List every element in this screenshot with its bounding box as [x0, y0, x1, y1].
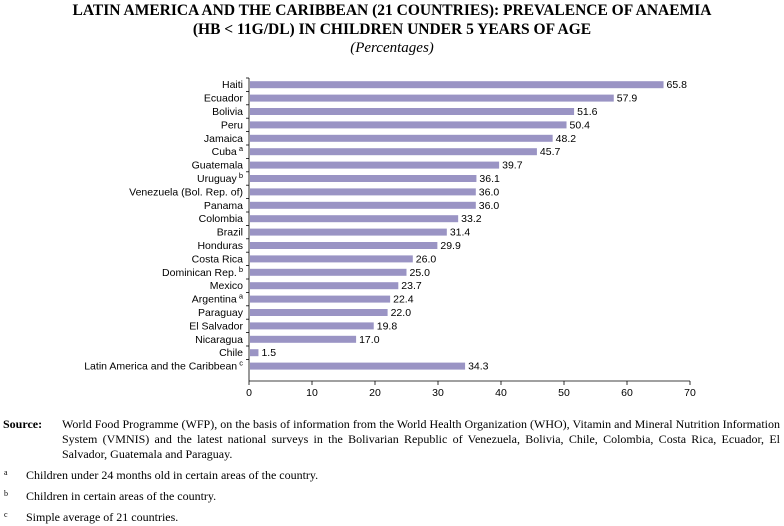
bar [250, 201, 476, 209]
x-tick-label: 50 [558, 387, 570, 399]
value-label: 36.1 [479, 173, 500, 185]
bar [250, 148, 537, 156]
value-label: 57.9 [617, 93, 638, 105]
bar [250, 161, 500, 169]
value-label: 33.2 [461, 213, 482, 225]
value-label: 48.2 [556, 133, 577, 145]
bar [250, 94, 614, 102]
source-text: World Food Programme (WFP), on the basis… [62, 417, 780, 461]
bar [250, 228, 447, 236]
value-label: 1.5 [261, 347, 276, 359]
x-tick-label: 20 [369, 387, 381, 399]
value-label: 34.3 [468, 361, 489, 373]
bar [250, 242, 438, 249]
category-label: El Salvador [189, 320, 243, 332]
category-label: Peru [221, 119, 243, 131]
value-label: 50.4 [570, 119, 591, 131]
bar [250, 282, 399, 290]
x-tick-label: 70 [684, 387, 696, 399]
value-label: 17.0 [359, 334, 380, 346]
category-label: Jamaica [204, 133, 243, 145]
footnote-a-mark: a [4, 468, 8, 477]
bar-chart: Haiti 65.8 Ecuador 57.9 Bolivia 51.6 Peru 50.4 J… [84, 77, 696, 399]
bar [250, 134, 553, 142]
footnote-c-text: Simple average of 21 countries. [26, 510, 179, 524]
category-label: Honduras [197, 240, 243, 252]
category-label: Chile [219, 347, 243, 359]
bar [250, 295, 391, 303]
x-tick-label: 60 [621, 387, 633, 399]
chart-title-line2: (HB < 11G/DL) IN CHILDREN UNDER 5 YEARS … [192, 21, 592, 38]
category-label: Dominican Rep. b [162, 265, 243, 279]
bar [250, 309, 388, 316]
value-label: 36.0 [479, 200, 500, 212]
category-label: Latin America and the Caribbean c [84, 359, 243, 373]
bar [250, 322, 374, 330]
footnote-a-text: Children under 24 months old in certain … [26, 468, 319, 482]
category-label: Ecuador [204, 93, 244, 105]
category-label: Panama [204, 200, 243, 212]
value-label: 39.7 [502, 160, 523, 172]
value-label: 19.8 [377, 320, 398, 332]
value-label: 29.9 [440, 240, 461, 252]
value-label: 65.8 [667, 79, 688, 91]
bar [250, 215, 459, 223]
value-label: 22.0 [391, 307, 412, 319]
value-label: 31.4 [450, 227, 471, 239]
footnote-b-text: Children in certain areas of the country… [26, 489, 217, 503]
footnote-b-mark: b [4, 489, 8, 498]
bar [250, 255, 413, 263]
value-label: 51.6 [577, 106, 598, 118]
footnote-c-mark: c [4, 510, 8, 519]
x-tick-label: 0 [246, 387, 252, 399]
value-label: 23.7 [401, 280, 422, 292]
category-label: Costa Rica [192, 253, 244, 265]
bar [250, 175, 477, 182]
category-label: Brazil [217, 227, 243, 239]
category-label: Uruguay b [197, 171, 243, 185]
category-label: Argentina a [192, 292, 244, 306]
category-label: Mexico [210, 280, 243, 292]
chart-title-line1: LATIN AMERICA AND THE CARIBBEAN (21 COUN… [72, 2, 712, 19]
bar [250, 349, 259, 357]
value-label: 25.0 [410, 267, 431, 279]
category-label: Haiti [222, 79, 243, 91]
category-label: Venezuela (Bol. Rep. of) [129, 186, 243, 198]
value-label: 36.0 [479, 186, 500, 198]
bar [250, 121, 567, 129]
category-label: Paraguay [198, 307, 244, 319]
bar [250, 81, 664, 89]
x-tick-label: 30 [432, 387, 444, 399]
x-tick-label: 10 [306, 387, 318, 399]
category-label: Cuba a [212, 144, 244, 158]
value-label: 26.0 [416, 253, 437, 265]
bar [250, 335, 357, 343]
x-tick-label: 40 [495, 387, 507, 399]
bar [250, 188, 476, 196]
value-label: 22.4 [393, 294, 414, 306]
category-label: Guatemala [192, 160, 244, 172]
bar [250, 362, 466, 370]
source-label: Source: [3, 417, 43, 431]
category-label: Colombia [199, 213, 244, 225]
value-label: 45.7 [540, 146, 561, 158]
chart-subtitle: (Percentages) [350, 40, 434, 56]
category-label: Nicaragua [195, 334, 243, 346]
category-label: Bolivia [212, 106, 243, 118]
bar [250, 108, 575, 115]
bar [250, 268, 407, 276]
